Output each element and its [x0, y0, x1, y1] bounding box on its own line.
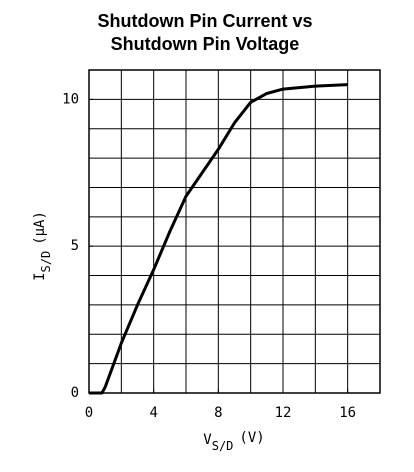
x-axis-label: VS/D (V)	[203, 430, 264, 453]
x-tick-label: 4	[149, 405, 157, 421]
y-label-unit: (μA)	[32, 211, 48, 245]
x-label-main: V	[203, 432, 212, 448]
chart-title: Shutdown Pin Current vs	[97, 11, 312, 31]
x-tick-label: 8	[214, 405, 222, 421]
x-tick-label: 12	[275, 405, 292, 421]
plot-frame	[88, 69, 381, 394]
y-tick-label: 5	[71, 238, 79, 254]
y-tick-label: 0	[71, 385, 79, 401]
x-tick-label: 16	[339, 405, 356, 421]
y-label-sub: S/D	[39, 251, 53, 273]
y-tick-label: 10	[62, 91, 79, 107]
x-label-unit: (V)	[239, 430, 264, 446]
data-line	[89, 83, 348, 395]
y-axis-label: IS/D (μA)	[32, 211, 53, 281]
chart-title: Shutdown Pin Voltage	[111, 34, 300, 54]
y-label-main: I	[32, 272, 48, 280]
x-label-sub: S/D	[212, 439, 234, 453]
x-tick-label: 0	[85, 405, 93, 421]
